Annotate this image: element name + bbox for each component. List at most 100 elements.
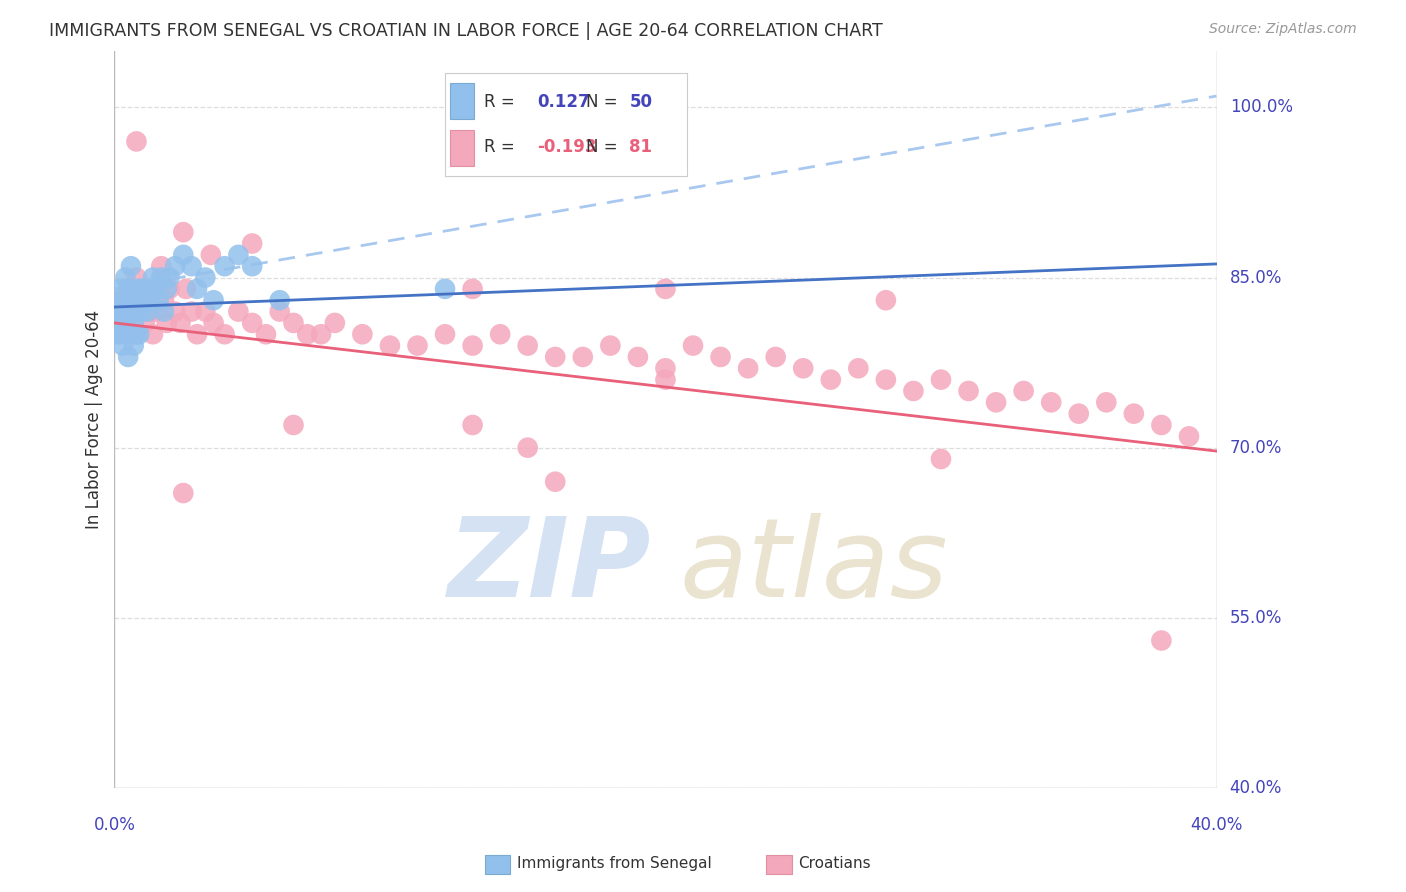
Point [148,282,170,296]
Point [240,259,263,273]
Point [627,350,650,364]
Point [136,304,159,318]
Point [111,338,134,352]
Point [737,361,759,376]
Point [654,361,676,376]
Point [114,327,136,342]
Point [186,327,208,342]
Point [269,304,291,318]
Point [309,327,332,342]
Point [148,293,170,308]
Point [186,282,208,296]
Text: Croatians: Croatians [799,856,872,871]
Point [108,282,131,296]
Point [128,304,150,318]
Point [108,293,131,308]
Point [136,282,159,296]
Point [111,293,134,308]
Point [153,304,176,318]
Point [929,452,952,467]
Point [172,248,194,262]
Point [984,395,1007,409]
Text: 40.0%: 40.0% [1230,779,1282,797]
Point [820,373,842,387]
Y-axis label: In Labor Force | Age 20-64: In Labor Force | Age 20-64 [86,310,103,529]
Point [117,282,139,296]
Text: ZIP: ZIP [449,513,652,620]
Point [283,316,305,330]
Point [120,304,142,318]
Point [134,293,156,308]
Point [150,270,173,285]
Point [572,350,595,364]
Text: 85.0%: 85.0% [1230,268,1282,286]
Point [283,417,305,432]
Point [929,373,952,387]
Point [709,350,731,364]
Point [1095,395,1118,409]
Point [139,304,162,318]
Point [599,338,621,352]
Point [122,338,145,352]
Point [117,327,139,342]
Point [120,259,142,273]
Point [228,304,250,318]
Point [156,282,179,296]
Point [461,338,484,352]
Text: Immigrants from Senegal: Immigrants from Senegal [517,856,713,871]
Point [200,248,222,262]
Point [125,304,148,318]
Point [122,316,145,330]
Point [434,282,457,296]
Point [131,282,153,296]
Point [134,316,156,330]
Text: atlas: atlas [679,513,948,620]
Point [108,327,131,342]
Point [214,259,236,273]
Point [516,338,538,352]
Point [765,350,787,364]
Point [131,304,153,318]
Point [120,304,142,318]
Point [269,293,291,308]
Point [114,270,136,285]
Point [142,327,165,342]
Point [434,327,457,342]
Point [125,270,148,285]
Point [297,327,319,342]
Point [240,236,263,251]
Point [214,327,236,342]
Point [131,304,153,318]
Point [1012,384,1035,398]
Point [114,316,136,330]
Point [105,304,128,318]
Point [180,304,202,318]
Point [240,316,263,330]
Point [194,304,217,318]
Point [489,327,512,342]
Point [202,293,225,308]
Point [1067,407,1090,421]
Text: 40.0%: 40.0% [1191,816,1243,834]
Point [108,304,131,318]
Point [323,316,346,330]
Point [159,282,181,296]
Point [172,225,194,239]
Point [682,338,704,352]
Point [139,293,162,308]
Point [145,282,167,296]
Point [1150,633,1173,648]
Point [120,282,142,296]
Point [406,338,429,352]
Point [128,282,150,296]
Point [202,316,225,330]
Point [111,316,134,330]
Point [117,304,139,318]
Point [461,417,484,432]
Text: 55.0%: 55.0% [1230,609,1282,627]
Point [378,338,401,352]
Point [1040,395,1063,409]
Point [461,282,484,296]
Point [153,293,176,308]
Point [122,293,145,308]
